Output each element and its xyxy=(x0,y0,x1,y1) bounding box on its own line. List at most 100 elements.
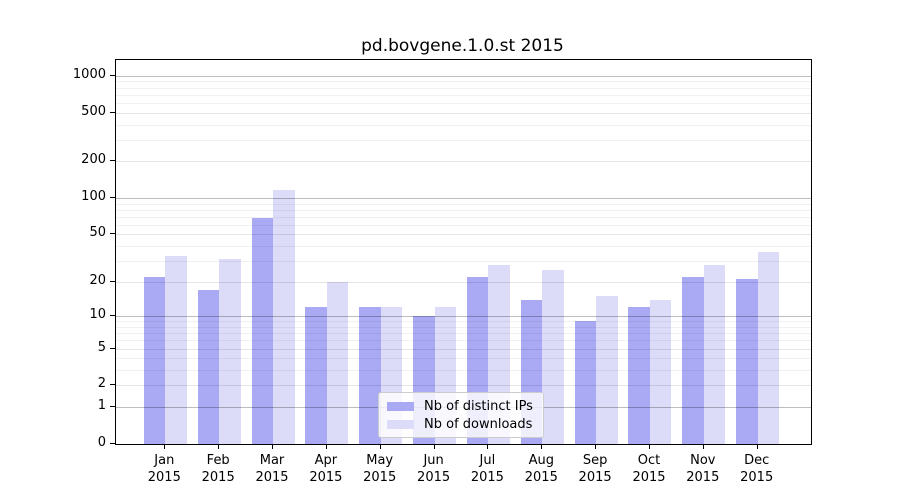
bar-distinct-ips-sep xyxy=(574,321,597,444)
gridline-minor-600 xyxy=(116,103,811,104)
bar-downloads-apr xyxy=(326,281,349,444)
gridline-minor-80 xyxy=(116,209,811,211)
x-tick-may xyxy=(379,444,381,449)
gridline-minor-3 xyxy=(116,370,811,372)
y-tick-label-500: 500 xyxy=(81,103,106,119)
x-tick-label-jun: Jun 2015 xyxy=(417,453,451,485)
x-tick-label-nov: Nov 2015 xyxy=(686,453,720,485)
x-tick-label-oct: Oct 2015 xyxy=(632,453,666,485)
bar-distinct-ips-nov xyxy=(682,276,704,444)
gridline-minor-40 xyxy=(116,246,811,248)
gridline-minor-30 xyxy=(116,261,811,262)
y-tick-label-100: 100 xyxy=(81,189,106,204)
x-tick-label-jul: Jul 2015 xyxy=(470,453,504,485)
x-tick-feb xyxy=(218,444,220,449)
y-tick-1 xyxy=(110,406,115,408)
x-tick-label-may: May 2015 xyxy=(363,453,397,485)
legend-label-distinct-ips: Nb of distinct IPs xyxy=(424,398,533,414)
legend: Nb of distinct IPs Nb of downloads xyxy=(378,392,544,438)
y-tick-200 xyxy=(110,160,115,162)
bar-downloads-aug xyxy=(542,270,564,444)
legend-swatch-downloads xyxy=(387,419,414,429)
y-tick-50 xyxy=(110,233,115,235)
bar-distinct-ips-feb xyxy=(197,289,220,444)
x-tick-label-mar: Mar 2015 xyxy=(255,453,289,485)
bar-downloads-jan xyxy=(165,256,187,444)
gridline-minor-7 xyxy=(116,333,811,335)
x-tick-label-feb: Feb 2015 xyxy=(201,453,235,485)
chart-title: pd.bovgene.1.0.st 2015 xyxy=(361,36,564,56)
bar-downloads-feb xyxy=(219,259,241,444)
x-tick-nov xyxy=(702,444,704,449)
x-tick-dec xyxy=(756,444,758,449)
y-tick-label-20: 20 xyxy=(89,272,106,288)
bar-downloads-dec xyxy=(757,251,780,444)
x-tick-jul xyxy=(487,444,489,449)
gridline-minor-400 xyxy=(116,124,811,126)
bar-distinct-ips-apr xyxy=(305,307,327,444)
gridline-1000 xyxy=(116,75,811,77)
grid-layer xyxy=(116,60,811,444)
gridline-20 xyxy=(116,281,811,283)
bar-downloads-oct xyxy=(649,299,672,444)
gridline-minor-9 xyxy=(116,321,811,323)
y-tick-label-200: 200 xyxy=(81,152,106,168)
legend-item-downloads: Nb of downloads xyxy=(387,417,535,432)
gridline-minor-6 xyxy=(116,340,811,342)
y-tick-10 xyxy=(110,315,115,317)
bar-downloads-nov xyxy=(703,264,726,444)
bar-distinct-ips-may xyxy=(359,307,381,444)
gridline-500 xyxy=(116,112,811,114)
x-tick-label-apr: Apr 2015 xyxy=(309,453,343,485)
y-tick-1000 xyxy=(110,74,115,76)
gridline-50 xyxy=(116,234,811,236)
bar-distinct-ips-mar xyxy=(251,218,273,444)
x-tick-sep xyxy=(595,444,597,449)
gridline-2 xyxy=(116,385,811,387)
gridline-minor-8 xyxy=(116,326,811,328)
y-tick-500 xyxy=(110,111,115,113)
gridline-minor-700 xyxy=(116,94,811,96)
legend-label-downloads: Nb of downloads xyxy=(424,416,533,432)
y-tick-2 xyxy=(110,384,115,386)
x-tick-jan xyxy=(164,444,166,449)
legend-swatch-distinct-ips xyxy=(387,401,414,411)
y-tick-label-2: 2 xyxy=(97,376,106,392)
y-tick-label-1: 1 xyxy=(97,398,106,414)
x-tick-aug xyxy=(541,444,543,449)
bar-distinct-ips-oct xyxy=(628,307,650,444)
x-tick-mar xyxy=(272,444,273,449)
gridline-minor-70 xyxy=(116,216,811,218)
x-tick-jun xyxy=(433,444,435,449)
x-tick-label-jan: Jan 2015 xyxy=(147,453,181,485)
x-tick-label-sep: Sep 2015 xyxy=(578,453,612,485)
y-tick-label-1000: 1000 xyxy=(72,66,106,82)
y-tick-label-10: 10 xyxy=(89,307,106,323)
bar-distinct-ips-dec xyxy=(736,279,758,444)
gridline-100 xyxy=(116,198,811,199)
gridline-minor-900 xyxy=(116,81,811,83)
gridline-minor-300 xyxy=(116,139,811,141)
gridline-minor-60 xyxy=(116,224,811,226)
x-tick-label-aug: Aug 2015 xyxy=(524,453,558,485)
bar-downloads-sep xyxy=(596,296,618,444)
gridline-minor-4 xyxy=(116,358,811,360)
gridline-minor-90 xyxy=(116,203,811,205)
y-tick-label-5: 5 xyxy=(97,339,106,355)
plot-area xyxy=(115,59,812,445)
gridline-200 xyxy=(116,161,811,163)
y-tick-20 xyxy=(110,280,115,282)
y-tick-100 xyxy=(110,197,115,198)
bar-distinct-ips-jan xyxy=(143,276,166,444)
y-tick-5 xyxy=(110,347,115,349)
gridline-minor-800 xyxy=(116,87,811,89)
y-tick-label-50: 50 xyxy=(89,225,106,241)
x-tick-label-dec: Dec 2015 xyxy=(740,453,774,485)
y-tick-label-0: 0 xyxy=(97,435,106,450)
x-tick-apr xyxy=(325,444,327,449)
x-tick-oct xyxy=(649,444,650,449)
gridline-5 xyxy=(116,348,811,350)
y-tick-0 xyxy=(110,443,115,444)
gridline-10 xyxy=(116,316,811,318)
